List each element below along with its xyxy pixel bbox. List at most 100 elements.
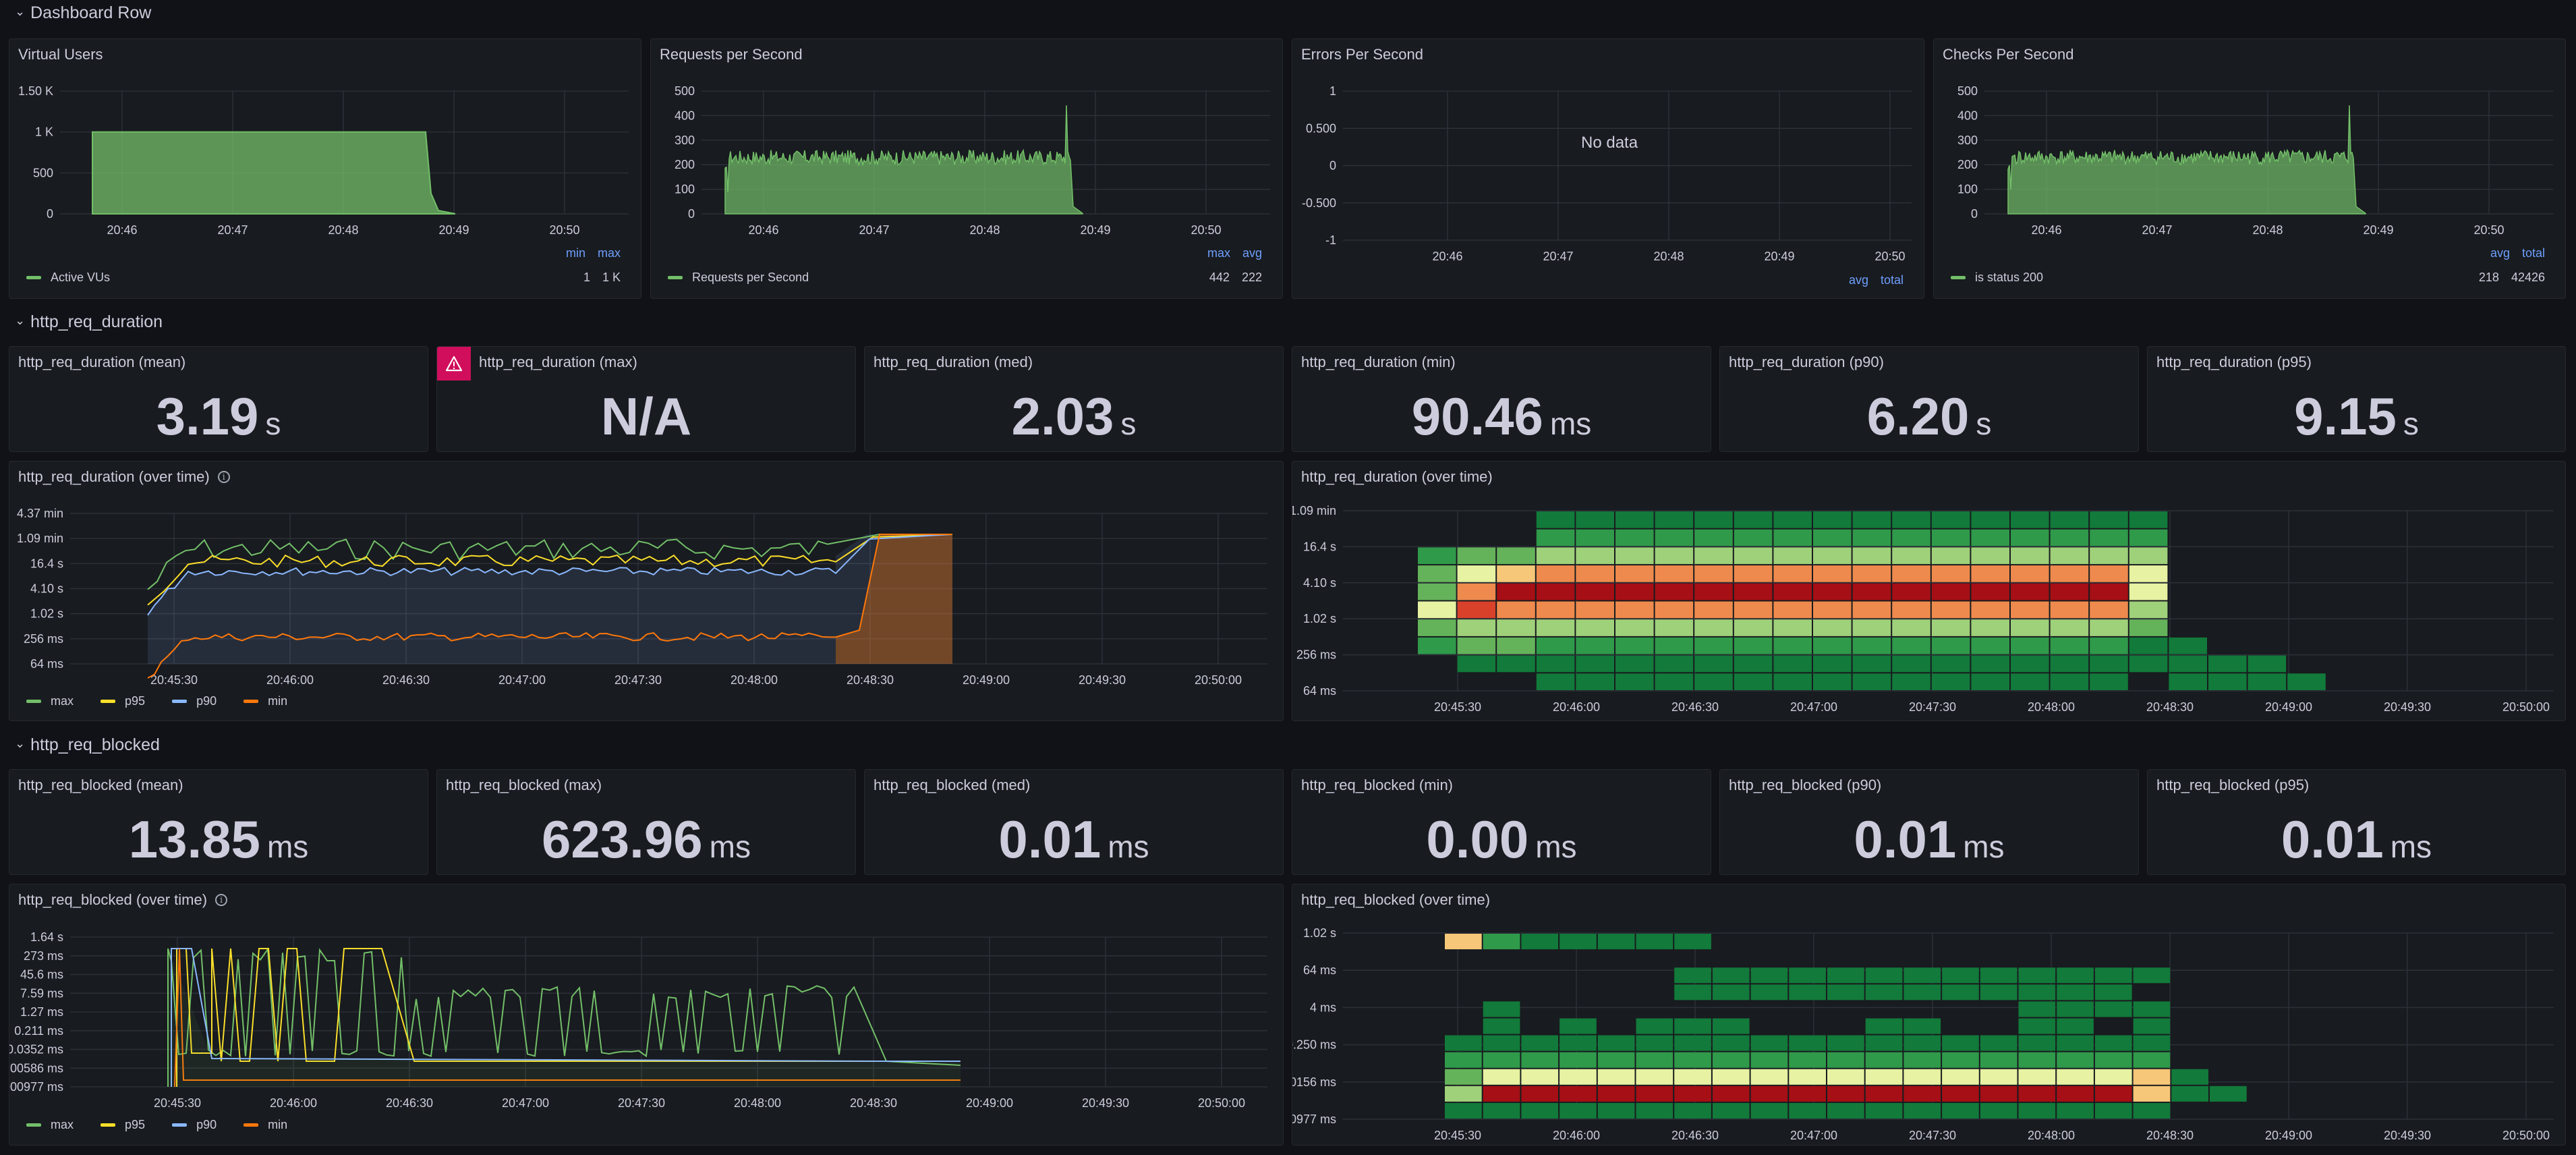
- heatmap-cell: [1750, 1069, 1788, 1085]
- y-tick-label: 4 ms: [1310, 1001, 1336, 1014]
- legend-stat-headers: avg total: [1849, 273, 1904, 287]
- stat-panel-duration-med[interactable]: http_req_duration (med) 2.03 s: [864, 346, 1284, 452]
- x-tick-label: 20:49: [2363, 223, 2393, 237]
- stat-number: 623.96: [542, 810, 703, 869]
- info-icon[interactable]: i: [217, 471, 230, 483]
- stat-panel-duration-max[interactable]: http_req_duration (max) N/A: [436, 346, 856, 452]
- heatmap-cell: [2050, 565, 2089, 582]
- y-tick-label: 400: [1957, 109, 1978, 122]
- stat-panel-duration-p95[interactable]: http_req_duration (p95) 9.15 s: [2147, 346, 2566, 452]
- stat-panel-blocked-p95[interactable]: http_req_blocked (p95) 0.01 ms: [2147, 769, 2566, 875]
- stat-panel-blocked-p90[interactable]: http_req_blocked (p90) 0.01 ms: [1719, 769, 2139, 875]
- y-tick-label: 400: [675, 109, 695, 122]
- stat-panel-blocked-min[interactable]: http_req_blocked (min) 0.00 ms: [1292, 769, 1711, 875]
- stat-header[interactable]: total: [2521, 246, 2545, 260]
- y-tick-label: 100: [1957, 183, 1978, 196]
- heatmap-cell: [1576, 601, 1614, 619]
- x-tick-label: 20:46:00: [1553, 700, 1600, 714]
- stat-panel-blocked-mean[interactable]: http_req_blocked (mean) 13.85 ms: [9, 769, 428, 875]
- stat-value: 218: [2478, 271, 2499, 284]
- stat-panel-blocked-max[interactable]: http_req_blocked (max) 623.96 ms: [436, 769, 856, 875]
- panel-checks-per-second[interactable]: Checks Per Second 0 100 200 300 400 500 20:46 2…: [1933, 38, 2566, 299]
- heatmap-cell: [1483, 1001, 1520, 1017]
- x-tick-label: 20:50: [549, 223, 579, 237]
- stat-panel-duration-p90[interactable]: http_req_duration (p90) 6.20 s: [1719, 346, 2139, 452]
- stat-header[interactable]: min: [565, 246, 585, 260]
- legend-label: Requests per Second: [692, 271, 809, 284]
- heatmap-cell: [1750, 984, 1788, 1001]
- legend-item-max[interactable]: max: [26, 694, 74, 708]
- stat-header[interactable]: avg: [1242, 246, 1262, 260]
- stat-header[interactable]: avg: [1848, 273, 1868, 287]
- x-tick-label: 20:47:00: [498, 673, 546, 687]
- row-dashboard[interactable]: ⌄ Dashboard Row: [15, 3, 151, 23]
- heatmap-cell: [1521, 1102, 1559, 1119]
- heatmap-cell: [1734, 619, 1773, 636]
- legend-item[interactable]: Requests per Second: [668, 271, 809, 285]
- warning-triangle-icon[interactable]: [437, 347, 471, 381]
- panel-errors-per-second[interactable]: Errors Per Second -1 -0.500 0 0.500 1 20:46 20…: [1292, 38, 1924, 299]
- stat-panel-duration-min[interactable]: http_req_duration (min) 90.46 ms: [1292, 346, 1711, 452]
- heatmap-cell: [1445, 934, 1482, 950]
- stat-header[interactable]: avg: [2490, 246, 2510, 260]
- legend-item-p90[interactable]: p90: [172, 694, 217, 708]
- stat-unit: ms: [1535, 829, 1577, 864]
- heatmap-cell: [1773, 655, 1812, 673]
- y-tick-label: 1.02 s: [1303, 926, 1336, 940]
- heatmap-cell: [1576, 583, 1614, 600]
- legend-item-min[interactable]: min: [244, 694, 287, 708]
- heatmap-cell: [2133, 967, 2171, 984]
- heatmap-cell: [1892, 655, 1930, 673]
- row-title: http_req_duration: [30, 312, 163, 331]
- panel-requests-per-second[interactable]: Requests per Second 0 100 200 300 400 500 20:4…: [650, 38, 1283, 299]
- stat-header[interactable]: max: [597, 246, 621, 260]
- series-swatch: [244, 700, 259, 703]
- heatmap-cell: [1615, 583, 1654, 600]
- heatmap-cell: [1559, 1069, 1597, 1085]
- stat-number: 13.85: [128, 810, 260, 869]
- row-http-req-blocked[interactable]: ⌄ http_req_blocked: [15, 735, 160, 755]
- stat-panel-blocked-med[interactable]: http_req_blocked (med) 0.01 ms: [864, 769, 1284, 875]
- heatmap-cell: [2090, 637, 2128, 654]
- info-icon[interactable]: i: [215, 894, 228, 906]
- row-http-req-duration[interactable]: ⌄ http_req_duration: [15, 312, 163, 332]
- panel-virtual-users[interactable]: Virtual Users 0 500 1 K 1.50 K 20:46 20:47 20:…: [9, 38, 641, 299]
- heatmap-cell: [1559, 934, 1597, 950]
- legend-item-p90[interactable]: p90: [172, 1118, 217, 1132]
- x-tick-label: 20:50:00: [1195, 673, 1242, 687]
- heatmap-cell: [1497, 565, 1535, 582]
- x-tick-label: 20:50: [1874, 250, 1905, 263]
- y-tick-label: 0.000977 ms: [1292, 1112, 1336, 1126]
- legend-item[interactable]: is status 200: [1951, 271, 2043, 285]
- stat-header[interactable]: max: [1207, 246, 1230, 260]
- heatmap-cell: [1497, 583, 1535, 600]
- legend-item-max[interactable]: max: [26, 1118, 74, 1132]
- x-tick-label: 20:48:30: [847, 673, 894, 687]
- heatmap-cell: [1674, 1035, 1711, 1051]
- panel-title: http_req_duration (med): [874, 354, 1033, 370]
- heatmap-cell: [2057, 984, 2094, 1001]
- legend: Active VUs: [26, 271, 110, 285]
- legend: max p95 p90 min: [26, 1118, 287, 1132]
- heatmap-cell: [2050, 601, 2089, 619]
- x-tick-label: 20:46: [2031, 223, 2061, 237]
- panel-duration-heatmap[interactable]: http_req_duration (over time) 1.09 min 16…: [1292, 461, 2566, 721]
- legend-item-p95[interactable]: p95: [101, 1118, 145, 1132]
- chevron-down-icon: ⌄: [15, 737, 26, 750]
- legend-item-p95[interactable]: p95: [101, 694, 145, 708]
- heatmap-cell: [1712, 967, 1750, 984]
- heatmap-cell: [2129, 601, 2168, 619]
- x-tick-label: 20:49:00: [963, 673, 1010, 687]
- heatmap-cell: [1813, 529, 1852, 546]
- heatmap-cell: [2171, 1086, 2208, 1102]
- stat-number: 0.00: [1426, 810, 1529, 869]
- x-tick-label: 20:50:00: [1198, 1096, 1245, 1110]
- panel-blocked-heatmap[interactable]: http_req_blocked (over time) 1.02 s 64 ms…: [1292, 884, 2566, 1146]
- heatmap-cell: [1865, 1086, 1903, 1102]
- legend-item[interactable]: Active VUs: [26, 271, 110, 285]
- panel-duration-timeseries[interactable]: http_req_duration (over time) i 64 ms 256 …: [9, 461, 1284, 721]
- legend-item-min[interactable]: min: [244, 1118, 287, 1132]
- panel-blocked-timeseries[interactable]: http_req_blocked (over time) i 0.000977 m…: [9, 884, 1284, 1146]
- stat-panel-duration-mean[interactable]: http_req_duration (mean) 3.19 s: [9, 346, 428, 452]
- stat-header[interactable]: total: [1880, 273, 1904, 287]
